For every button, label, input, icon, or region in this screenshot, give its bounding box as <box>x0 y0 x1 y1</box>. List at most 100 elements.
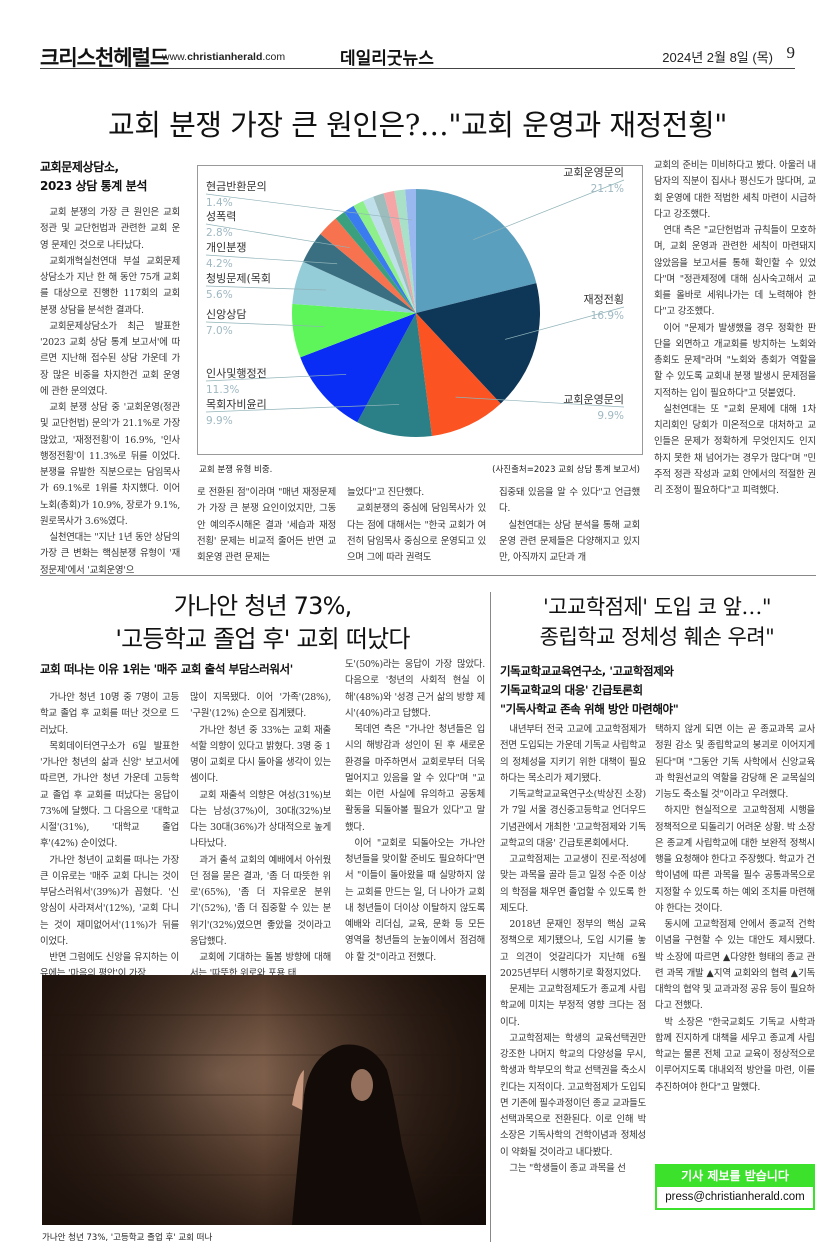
article1-subhead-line: 2023 상담 통계 분석 <box>40 179 147 193</box>
paragraph: 교회개혁실천연대 부설 교회문제상담소가 지난 한 해 동안 75개 교회를 대… <box>40 255 180 316</box>
article3-subhead: 기독교학교교육연구소, '고교학점제와 기독교학교의 대응' 긴급토론회 "기독… <box>500 662 800 719</box>
article1-column-2: 로 전환된 점"이라며 "매년 재정문제가 가장 큰 분쟁 요인이었지만, 그동… <box>197 485 336 566</box>
pie-label: 성폭력 <box>206 210 236 223</box>
pie-value-label: 5.6% <box>206 289 233 301</box>
photo-woman-leaning-on-brick-wall <box>42 975 486 1225</box>
pie-slice <box>303 234 416 313</box>
article2-column-2: 많이 지목됐다. 이어 '가족'(28%), '구원'(12%) 순으로 집계됐… <box>190 690 331 983</box>
paragraph: 목데연 측은 "가나안 청년들은 입시의 해방감과 성인이 된 후 새로운 환경… <box>345 724 485 833</box>
pie-value-label: 16.9% <box>591 310 624 322</box>
pie-leader-line <box>205 254 338 265</box>
article2-headline-line: 가나안 청년 73%, <box>173 592 353 620</box>
pie-leader-line <box>205 223 350 249</box>
article3-subhead-line: 기독교학교교육연구소, '고교학점제와 <box>500 664 674 678</box>
article1-headline: 교회 분쟁 가장 큰 원인은?…"교회 운영과 재정전횡" <box>108 108 727 142</box>
paragraph: 집중돼 있음을 알 수 있다"고 언급했다. <box>499 487 640 515</box>
face <box>351 1069 373 1101</box>
paragraph: 가나안 청년 중 33%는 교회 재출석할 의향이 있다고 밝혔다. 3명 중 … <box>190 724 331 785</box>
pie-label: 신앙상담 <box>206 308 246 321</box>
article1-column-4: 집중돼 있음을 알 수 있다"고 언급했다. 실천연대는 상담 분석을 통해 교회… <box>499 485 640 566</box>
pie-leader-line <box>205 374 347 382</box>
paragraph: 고교학점제는 고교생이 진로·적성에 맞는 과목을 골라 듣고 일정 수준 이상… <box>500 854 646 914</box>
paragraph: 가나안 청년이 교회를 떠나는 가장 큰 이유로는 '매주 교회 다니는 것이 … <box>40 854 179 947</box>
article3-column-1: 내년부터 전국 고교에 고교학점제가 전면 도입되는 가운데 기독교 사립학교의… <box>500 722 646 1177</box>
pie-slice <box>363 196 416 313</box>
paragraph: 동시에 고교학점제 안에서 종교적 건학이념을 구현할 수 있는 대안도 제시됐… <box>655 919 815 1012</box>
pie-label: 재정전횡 <box>584 293 624 306</box>
paragraph: 내년부터 전국 고교에 고교학점제가 전면 도입되는 가운데 기독교 사립학교의… <box>500 724 646 784</box>
article1-column-1: 교회 분쟁의 가장 큰 원인은 교회정관 및 교단헌법과 관련한 교회 운영 문… <box>40 205 180 579</box>
photo-caption: 가나안 청년 73%, '고등학교 졸업 후' 교회 떠나 <box>42 1233 213 1243</box>
paragraph: 그는 "학생들이 종교 과목을 선 <box>509 1162 626 1174</box>
pie-value-label: 9.9% <box>597 410 624 422</box>
paragraph: 하지만 현실적으로 고교학점제 시행을 정책적으로 되돌리기 어려운 상황. 박… <box>655 805 815 914</box>
paragraph: 연대 측은 "교단헌법과 규칙들이 모호하며, 교회 운영과 관련한 세칙이 마… <box>654 225 816 318</box>
section-name: 데일리굿뉴스 <box>340 49 434 69</box>
paragraph: 2018년 문재인 정부의 핵심 교육 정책으로 제기됐으나, 도입 시기를 놓… <box>500 919 646 979</box>
paragraph: 목회데이터연구소가 6일 발표한 '가나안 청년의 삶과 신앙' 보고서에 따르… <box>40 740 179 850</box>
chart-caption: 교회 분쟁 유형 비중. <box>199 465 273 475</box>
pie-slice <box>292 261 416 313</box>
hand <box>292 1070 304 1110</box>
article2-headline-line: '고등학교 졸업 후' 교회 떠났다 <box>115 625 410 653</box>
pie-label: 교회운영문의 <box>563 393 624 406</box>
pie-slice <box>383 190 416 313</box>
article1-column-3: 늘었다"고 진단했다. 교회분쟁의 중심에 담임목사가 있다는 점에 대해서는 "… <box>347 485 486 566</box>
pie-slice <box>335 211 416 313</box>
pie-label: 개인분쟁 <box>206 241 246 254</box>
photo-illustration <box>42 975 486 1225</box>
article3-headline: '고교학점제' 도입 코 앞…" 종립학교 정체성 훼손 우려" <box>497 592 817 652</box>
pie-value-label: 2.8% <box>206 227 233 239</box>
article3-column-2: 택하지 않게 되면 이는 곧 종교과목 교사 정원 감소 및 종립학교의 붕괴로… <box>655 722 815 1096</box>
pie-leader-line <box>205 285 326 291</box>
article1-subhead-line: 교회문제상담소, <box>40 160 119 174</box>
pie-slice <box>292 303 416 358</box>
paragraph: 교회분쟁의 중심에 담임목사가 있다는 점에 대해서는 "한국 교회가 여전히 … <box>347 503 486 563</box>
paragraph: 로 전환된 점"이라며 "매년 재정문제가 가장 큰 분쟁 요인이었지만, 그동… <box>197 487 336 563</box>
url-prefix: www. <box>162 51 188 63</box>
paragraph: 고교학점제는 학생의 교육선택권만 강조한 나머지 학교의 다양성을 무시, 학… <box>500 1032 646 1158</box>
pie-value-label: 7.0% <box>206 325 233 337</box>
pie-slice <box>394 189 416 313</box>
paragraph: 이어 "교회로 되돌아오는 가나안 청년들을 맞이할 준비도 필요하다"면서 "… <box>345 837 485 963</box>
paragraph: 박 소장은 "한국교회도 기독교 사학과 함께 진지하게 대책을 세우고 종교계… <box>655 1016 815 1093</box>
pie-leader-line <box>455 396 625 408</box>
masthead-logo: 크리스천헤럴드 <box>40 46 169 70</box>
pie-value-label: 4.2% <box>206 258 233 270</box>
pie-label: 인사및행정전 <box>206 367 267 380</box>
section-divider <box>40 575 816 576</box>
pie-slice <box>300 313 416 423</box>
article1-column-5: 교회의 준비는 미비하다고 봤다. 아울러 내담자의 직분이 집사나 평신도가 … <box>654 158 816 499</box>
article2-column-1: 가나안 청년 10명 중 7명이 고등학교 졸업 후 교회를 떠난 것으로 드러… <box>40 690 179 983</box>
paragraph: 가나안 청년 10명 중 7명이 고등학교 졸업 후 교회를 떠난 것으로 드러… <box>40 692 179 736</box>
pie-leader-line <box>205 193 412 221</box>
article3-subhead-line: "기독사학교 존속 위해 방안 마련해야" <box>500 702 679 716</box>
paragraph: 교회에 기대하는 돌봄 방향에 대해서는 '따뜻한 위로와 포용 태 <box>190 952 331 980</box>
news-tip-email-link[interactable]: press@christianherald.com <box>665 1191 805 1203</box>
paragraph: 실천연대는 또 "교회 문제에 대해 1차 치리회인 당회가 미온적으로 대처하… <box>654 403 816 496</box>
pie-leader-line <box>205 321 325 327</box>
pie-value-label: 1.4% <box>206 197 233 209</box>
page-number: 9 <box>786 43 796 62</box>
pie-slice <box>357 313 432 437</box>
paragraph: 교회문제상담소가 최근 발표한 '2023 교회 상담 통계 보고서'에 따르면… <box>40 320 180 397</box>
pie-leader-line <box>505 306 625 340</box>
pie-value-label: 21.1% <box>591 183 624 195</box>
pie-slice <box>416 313 501 436</box>
paragraph: 기독교학교교육연구소(박상진 소장)가 7일 서울 경신중고등학교 언더우드기념… <box>500 789 646 849</box>
paragraph: 실천연대는 "지난 1년 동안 상담의 가장 큰 변화는 핵심분쟁 유형이 '재… <box>40 532 180 576</box>
paragraph: 택하지 않게 되면 이는 곧 종교과목 교사 정원 감소 및 종립학교의 붕괴로… <box>655 724 815 800</box>
paragraph: 교회의 준비는 미비하다고 봤다. 아울러 내담자의 직분이 집사나 평신도가 … <box>654 160 816 220</box>
pie-chart-frame: 교회운영문의 21.1% 재정전횡 16.9% 교회운영문의 9.9% 목회자비윤리 9.9%… <box>197 165 643 455</box>
site-url[interactable]: www.christianherald.com <box>162 51 285 63</box>
column-divider <box>490 592 491 1242</box>
paragraph: 반면 그럼에도 신앙을 유지하는 이유에는 '마음의 평안'이 가장 <box>40 952 179 980</box>
article1-subhead: 교회문제상담소, 2023 상담 통계 분석 <box>40 158 190 196</box>
pie-slice <box>353 200 416 313</box>
article3-headline-line: 종립학교 정체성 훼손 우려" <box>539 625 775 649</box>
pie-slice <box>416 189 537 313</box>
url-domain: christianherald <box>187 51 263 63</box>
chart-credit: (사진출처=2023 교회 상담 통계 보고서) <box>492 465 640 475</box>
paragraph: 실천연대는 상담 분석을 통해 교회운영 관련 문제들은 다양해지고 있지만, … <box>499 519 640 564</box>
paragraph: 교회 분쟁의 가장 큰 원인은 교회정관 및 교단헌법과 관련한 교회 운영 문… <box>40 207 180 251</box>
